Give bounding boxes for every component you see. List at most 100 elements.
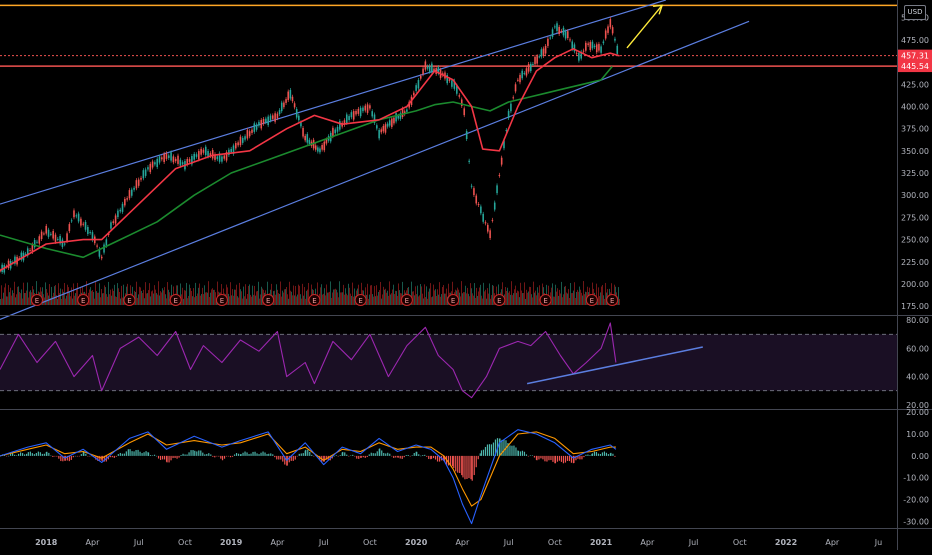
macd-histogram xyxy=(0,438,616,481)
volume-bar xyxy=(36,281,37,305)
candle-body xyxy=(112,221,115,224)
candle-body xyxy=(607,26,609,33)
macd-histogram-bar xyxy=(364,455,366,458)
volume-bar xyxy=(327,292,328,305)
candle-body xyxy=(451,80,453,87)
time-axis-label: Apr xyxy=(455,538,470,547)
macd-histogram-bar xyxy=(221,455,224,461)
volume-bar xyxy=(200,295,201,305)
candle-body xyxy=(117,210,119,218)
volume-bar xyxy=(434,290,435,305)
volume-bar xyxy=(558,295,559,305)
volume-bar xyxy=(394,294,395,305)
candles xyxy=(0,17,619,275)
candle-body xyxy=(186,158,189,165)
macd-histogram-bar xyxy=(591,453,594,456)
volume-bar xyxy=(479,287,480,305)
macd-histogram-bar xyxy=(50,455,52,457)
volume-bar xyxy=(340,292,341,305)
volume-bar xyxy=(291,291,292,305)
volume-bar xyxy=(292,295,293,305)
macd-histogram-bar xyxy=(519,451,522,456)
candle-body xyxy=(336,126,339,132)
volume-bar xyxy=(192,296,193,305)
volume-bar xyxy=(438,294,439,305)
candle-body xyxy=(235,143,237,149)
volume-bar xyxy=(243,286,244,305)
macd-histogram-bar xyxy=(242,452,244,456)
candle-body xyxy=(424,61,427,70)
volume-bar xyxy=(163,290,164,305)
macd-histogram-bar xyxy=(10,453,12,456)
candle-body xyxy=(167,155,170,158)
macd-histogram-bar xyxy=(443,455,446,462)
volume-bar xyxy=(506,290,507,305)
volume-bar xyxy=(480,284,481,305)
candle-body xyxy=(611,27,614,34)
volume-bar xyxy=(278,293,279,305)
macd-histogram-bar xyxy=(70,455,72,460)
macd-histogram-bar xyxy=(87,455,89,457)
macd-histogram-bar xyxy=(83,451,85,456)
macd-histogram-bar xyxy=(461,455,463,476)
volume-bar xyxy=(137,297,138,305)
macd-histogram-bar xyxy=(35,452,37,456)
volume-bar xyxy=(160,291,161,305)
volume-bar xyxy=(151,291,152,305)
candle-body xyxy=(66,233,68,242)
volume-bar xyxy=(508,292,509,305)
candle-body xyxy=(107,233,110,235)
macd-histogram-bar xyxy=(362,455,364,458)
volume-bar xyxy=(208,281,209,305)
volume-bar xyxy=(533,281,534,305)
earnings-marker-label: E xyxy=(266,297,270,305)
macd-histogram-bar xyxy=(256,453,258,456)
candle-body xyxy=(391,118,393,127)
volume-bar xyxy=(24,293,25,305)
macd-histogram-bar xyxy=(14,454,16,456)
time-axis-label: Jul xyxy=(133,538,144,547)
macd-histogram-bar xyxy=(202,452,204,456)
candle-body xyxy=(323,141,326,151)
macd-histogram-bar xyxy=(210,454,212,456)
rsi-trendline xyxy=(526,346,703,385)
volume-bar xyxy=(259,298,260,305)
volume-bar xyxy=(274,290,275,305)
macd-histogram-bar xyxy=(403,455,405,458)
macd-histogram-bar xyxy=(558,455,561,461)
volume-bar xyxy=(202,287,203,305)
macd-histogram-bar xyxy=(117,454,119,456)
earnings-marker-label: E xyxy=(35,297,39,305)
volume-bar xyxy=(227,287,228,305)
macd-histogram-bar xyxy=(115,455,117,457)
currency-badge[interactable]: USD xyxy=(904,5,926,20)
volume-bar xyxy=(464,292,465,305)
volume-bar xyxy=(143,289,144,305)
volume-bar xyxy=(207,292,208,305)
volume-bar xyxy=(380,281,381,305)
candle-body xyxy=(369,105,371,109)
volume-bar xyxy=(189,284,190,305)
candle-body xyxy=(248,131,251,137)
volume-bar xyxy=(529,286,530,305)
candle-body xyxy=(209,153,212,156)
volume-bar xyxy=(17,286,18,305)
earnings-marker-label: E xyxy=(590,297,594,305)
macd-histogram-bar xyxy=(184,454,186,456)
volume-bar xyxy=(113,290,114,305)
candle-body xyxy=(547,38,549,46)
candle-body xyxy=(564,31,567,39)
macd-histogram-bar xyxy=(607,454,610,456)
macd-histogram-bar xyxy=(385,453,387,456)
volume-bar xyxy=(188,295,189,305)
volume-bar xyxy=(369,294,370,305)
candle-body xyxy=(59,236,61,244)
volume-bar xyxy=(426,286,427,305)
macd-histogram-bar xyxy=(393,455,395,458)
candle-body xyxy=(428,65,431,72)
macd-histogram-bar xyxy=(335,455,337,456)
volume-bar xyxy=(109,294,110,305)
candle-body xyxy=(121,203,124,212)
